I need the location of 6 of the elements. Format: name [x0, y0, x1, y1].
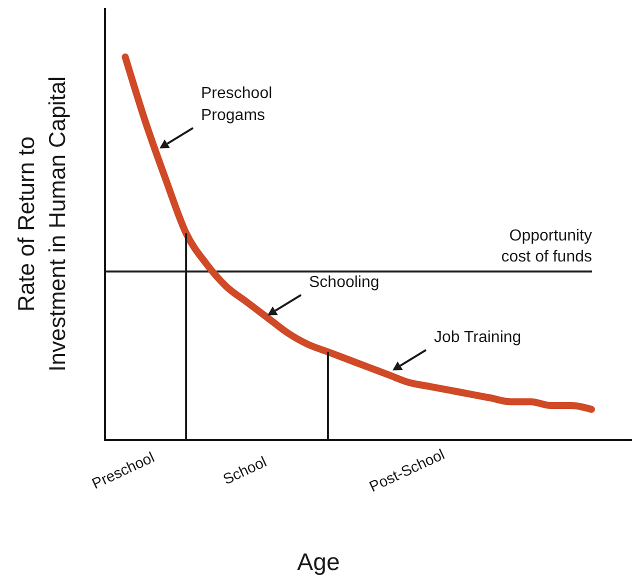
annotation: Schooling: [309, 274, 380, 291]
y-axis-title: Rate of Return to Investment in Human Capital: [13, 76, 70, 372]
annotation: Job Training: [434, 329, 522, 346]
ref-line-label: Opportunity cost of funds: [501, 227, 592, 266]
x-axis-title: Age: [297, 549, 340, 576]
annotation: Preschool Progams: [201, 85, 272, 124]
